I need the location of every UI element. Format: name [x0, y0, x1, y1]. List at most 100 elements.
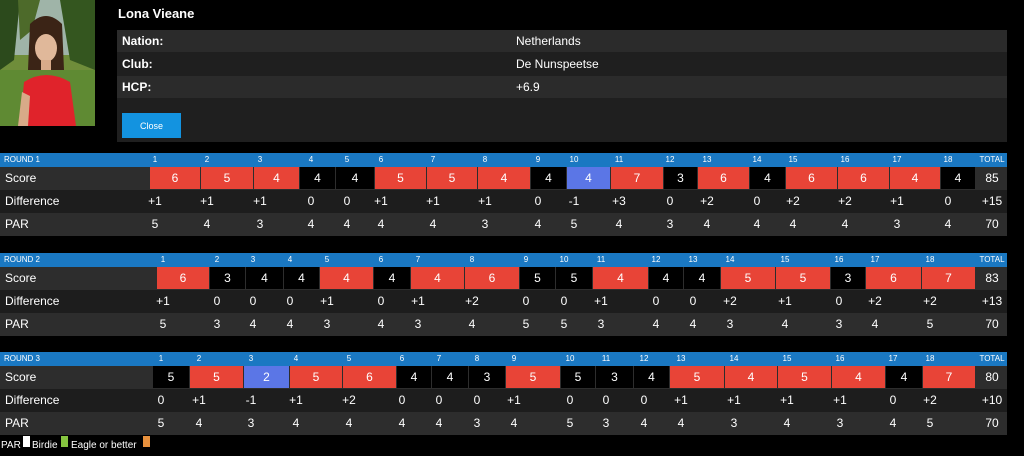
- hole-score: 5: [561, 366, 595, 388]
- hole-score: 4: [634, 366, 669, 388]
- hole-difference: 0: [473, 393, 481, 407]
- hole-difference: +1: [411, 294, 425, 308]
- hole-par: 3: [213, 317, 221, 331]
- hole-difference: 0: [566, 393, 574, 407]
- info-row-hcp: HCP: +6.9: [117, 76, 1007, 98]
- hole-number: 18: [925, 354, 935, 363]
- hole-number: 11: [601, 354, 611, 363]
- hole-par: 3: [473, 416, 481, 430]
- hole-score: 5: [520, 267, 555, 289]
- hole-par: 4: [510, 416, 518, 430]
- player-photo: [0, 0, 95, 126]
- hole-par: 3: [835, 317, 843, 331]
- hole-score: 7: [611, 167, 663, 189]
- hole-difference: +2: [700, 194, 714, 208]
- hole-par: 5: [560, 317, 568, 331]
- hole-par: 3: [730, 416, 738, 430]
- hole-difference: 0: [157, 393, 165, 407]
- score-label: Score: [5, 271, 37, 285]
- hole-difference: 0: [307, 194, 315, 208]
- hole-score: 5: [427, 167, 477, 189]
- round-title: ROUND 1: [4, 155, 41, 164]
- hole-number: 18: [925, 255, 935, 264]
- hole-difference: 0: [249, 294, 257, 308]
- hole-difference: +1: [507, 393, 521, 407]
- hole-number: 18: [943, 155, 953, 164]
- total-score: 85: [985, 171, 999, 185]
- hole-number: 9: [535, 155, 541, 164]
- hole-score: 5: [375, 167, 426, 189]
- hole-difference: 0: [213, 294, 221, 308]
- hole-number: 6: [399, 354, 405, 363]
- hole-number: 13: [676, 354, 686, 363]
- hole-par: 4: [781, 317, 789, 331]
- hole-difference: +1: [780, 393, 794, 407]
- hole-par: 4: [677, 416, 685, 430]
- hole-par: 4: [789, 217, 797, 231]
- hole-par: 4: [871, 317, 879, 331]
- hole-par: 5: [157, 416, 165, 430]
- total-difference: +15: [981, 194, 1003, 208]
- par-label: PAR: [5, 416, 29, 430]
- round-header: ROUND 2 1 2 3 4 5 6 7 8 9 10 11 12 13 14 15 16 17 18 TOTAL: [0, 253, 1007, 267]
- hole-number: 7: [430, 155, 436, 164]
- hole-par: 4: [286, 317, 294, 331]
- hole-score: 4: [886, 366, 922, 388]
- hole-par: 4: [640, 416, 648, 430]
- hole-number: 11: [614, 155, 624, 164]
- hole-difference: +1: [890, 194, 904, 208]
- hole-par: 4: [195, 416, 203, 430]
- hole-number: 3: [248, 354, 254, 363]
- hole-score: 3: [831, 267, 865, 289]
- hole-par: 5: [151, 217, 159, 231]
- hole-score: 4: [593, 267, 648, 289]
- close-button[interactable]: Close: [122, 113, 181, 138]
- par-label: PAR: [5, 317, 29, 331]
- hole-difference: +1: [833, 393, 847, 407]
- hole-par: 4: [468, 317, 476, 331]
- round-card: ROUND 1 1 2 3 4 5 6 7 8 9 10 11 12 13 14 15 16 17 18 TOTAL S…: [0, 153, 1007, 245]
- score-row: Score 6 3 4 4 4 4 4 6 5 5 4 4 4 5 5 3 6 7 83: [0, 267, 1007, 290]
- hole-number: 4: [293, 354, 299, 363]
- hole-number: 1: [160, 255, 166, 264]
- hole-difference: +2: [923, 294, 937, 308]
- par-label: PAR: [5, 217, 29, 231]
- hole-score: 4: [941, 167, 975, 189]
- total-score: 83: [985, 271, 999, 285]
- hole-number: 11: [596, 255, 606, 264]
- hole-number: 12: [651, 255, 661, 264]
- hole-par: 4: [703, 217, 711, 231]
- legend-par-swatch: [23, 436, 30, 447]
- hole-score: 4: [411, 267, 464, 289]
- hole-number: 10: [569, 155, 579, 164]
- hole-par: 3: [726, 317, 734, 331]
- hole-difference: +1: [778, 294, 792, 308]
- hole-par: 3: [893, 217, 901, 231]
- hole-number: 4: [308, 155, 314, 164]
- hole-score: 4: [320, 267, 373, 289]
- hole-number: 10: [559, 255, 569, 264]
- hole-score: 6: [465, 267, 519, 289]
- hole-par: 4: [652, 317, 660, 331]
- legend-birdie-swatch: [61, 436, 68, 447]
- hole-par: 5: [570, 217, 578, 231]
- hole-difference: +1: [253, 194, 267, 208]
- hole-difference: +1: [426, 194, 440, 208]
- hole-number: 1: [158, 354, 164, 363]
- hole-number: 2: [196, 354, 202, 363]
- hole-number: 5: [324, 255, 330, 264]
- hole-number: 1: [152, 155, 158, 164]
- hole-par: 4: [534, 217, 542, 231]
- hole-difference: 0: [286, 294, 294, 308]
- hole-score: 5: [778, 366, 831, 388]
- hole-difference: 0: [889, 393, 897, 407]
- hole-number: 10: [565, 354, 575, 363]
- hole-number: 8: [474, 354, 480, 363]
- hole-difference: +2: [868, 294, 882, 308]
- hole-number: 6: [378, 155, 384, 164]
- hole-score: 4: [374, 267, 410, 289]
- hole-difference: +1: [148, 194, 162, 208]
- hole-score: 3: [210, 267, 245, 289]
- hole-difference: +1: [320, 294, 334, 308]
- hole-number: 6: [378, 255, 384, 264]
